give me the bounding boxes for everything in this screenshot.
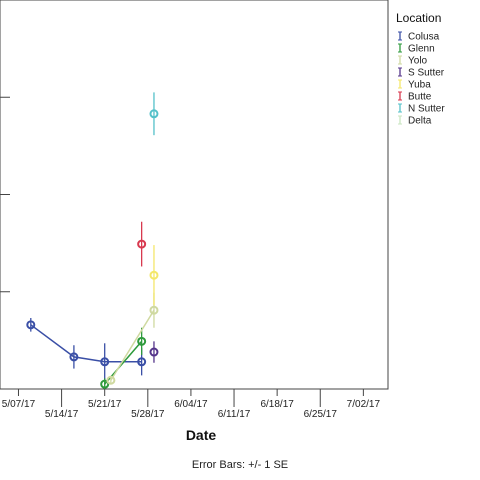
series-line: [110, 309, 155, 381]
y-axis-ticks: [0, 0, 10, 293]
x-tick-label-6: 6/18/17: [260, 399, 294, 410]
legend-label: S Sutter: [408, 68, 445, 79]
data-point: [100, 379, 110, 389]
data-point: [106, 375, 116, 385]
series-yuba: [149, 245, 159, 306]
legend-label: Butte: [408, 92, 432, 103]
series-layer: [26, 92, 159, 389]
x-tick-label-3: 5/28/17: [131, 409, 165, 420]
plot-area: [0, 0, 389, 390]
data-point: [137, 357, 147, 367]
legend-item-s-sutter: S Sutter: [398, 67, 445, 79]
x-tick-label-8: 7/02/17: [347, 399, 381, 410]
data-point: [149, 347, 159, 357]
x-tick-label-2: 5/21/17: [88, 399, 122, 410]
error-bar-footnote: Error Bars: +/- 1 SE: [192, 459, 288, 471]
data-point: [149, 109, 159, 119]
legend-label: Glenn: [408, 44, 435, 55]
data-point: [149, 270, 159, 280]
legend-title: Location: [396, 11, 441, 25]
legend-item-delta: Delta: [398, 115, 432, 127]
x-axis-ticks: 5/07/17 5/14/17 5/21/17 5/28/17 6/04/17 6/11/…: [2, 389, 381, 420]
x-tick-label-7: 6/25/17: [304, 409, 338, 420]
legend-item-glenn: Glenn: [398, 43, 435, 55]
series-n-sutter: [149, 92, 159, 136]
legend-item-yuba: Yuba: [398, 79, 431, 91]
x-tick-label-4: 6/04/17: [174, 399, 208, 410]
legend-item-butte: Butte: [398, 91, 432, 103]
x-axis-title: Date: [186, 427, 217, 443]
x-tick-label-5: 6/11/17: [218, 409, 251, 420]
legend-label: N Sutter: [408, 104, 445, 115]
legend-label: Delta: [408, 116, 432, 127]
legend-item-colusa: Colusa: [398, 31, 440, 43]
x-tick-label-0: 5/07/17: [2, 399, 36, 410]
legend-label: Colusa: [408, 32, 440, 43]
legend-label: Yuba: [408, 80, 431, 91]
series-yolo: [106, 292, 159, 385]
data-point: [69, 352, 79, 362]
legend-item-n-sutter: N Sutter: [398, 103, 445, 115]
legend-label: Yolo: [408, 56, 428, 67]
data-point: [137, 239, 147, 249]
data-point: [26, 320, 36, 330]
data-point: [149, 305, 159, 315]
legend-item-yolo: Yolo: [398, 55, 428, 67]
data-point: [137, 336, 147, 346]
series-s-sutter: [149, 341, 159, 363]
series-glenn: [100, 327, 147, 389]
x-tick-label-1: 5/14/17: [45, 409, 79, 420]
data-point: [100, 357, 110, 367]
series-butte: [137, 221, 147, 267]
